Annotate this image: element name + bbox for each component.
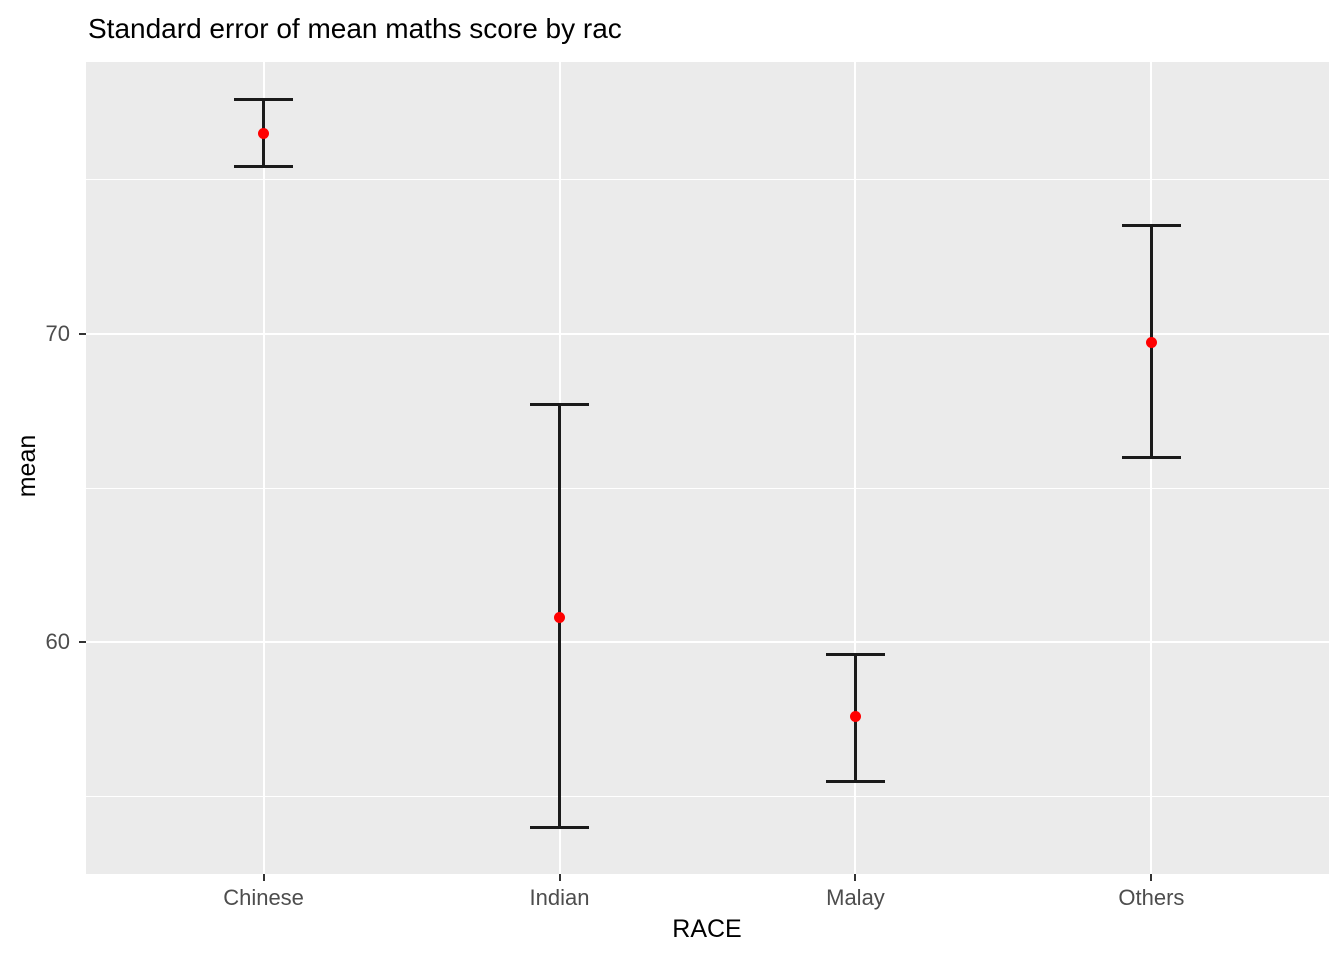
error-bar-cap-bottom: [825, 779, 885, 783]
x-axis-title: RACE: [672, 915, 742, 943]
h-gridline-minor: [86, 178, 1329, 180]
error-bar-cap-top: [530, 403, 590, 407]
h-gridline-minor: [86, 796, 1329, 798]
h-gridline-minor: [86, 487, 1329, 489]
data-point: [1145, 337, 1157, 349]
v-gridline-major: [1150, 62, 1153, 874]
h-gridline-major: [86, 332, 1329, 335]
error-bar-cap-top: [1121, 224, 1181, 228]
plot-panel: [86, 62, 1329, 874]
data-point: [258, 127, 270, 139]
error-bar-cap-bottom: [1121, 455, 1181, 459]
y-axis-title: mean: [13, 434, 41, 498]
x-tick-mark: [1150, 874, 1153, 881]
chart-title: Standard error of mean maths score by ra…: [88, 13, 622, 44]
error-bar-cap-top: [234, 97, 294, 101]
x-tick-mark: [854, 874, 857, 881]
data-point: [554, 612, 566, 624]
error-bar-cap-bottom: [234, 165, 294, 169]
v-gridline-major: [262, 62, 265, 874]
y-tick-mark: [79, 641, 86, 644]
x-tick-mark: [262, 874, 265, 881]
error-bar-cap-top: [825, 653, 885, 657]
data-point: [849, 711, 861, 723]
error-bar-cap-bottom: [530, 826, 590, 830]
h-gridline-major: [86, 641, 1329, 644]
y-tick-label: 70: [45, 320, 70, 346]
x-tick-label: Indian: [529, 885, 590, 910]
x-tick-mark: [558, 874, 561, 881]
x-tick-label: Malay: [826, 885, 885, 910]
y-tick-label: 60: [45, 629, 70, 655]
v-gridline-major: [854, 62, 857, 874]
x-tick-label: Others: [1118, 885, 1185, 910]
y-tick-mark: [79, 332, 86, 335]
x-tick-label: Chinese: [223, 885, 304, 910]
